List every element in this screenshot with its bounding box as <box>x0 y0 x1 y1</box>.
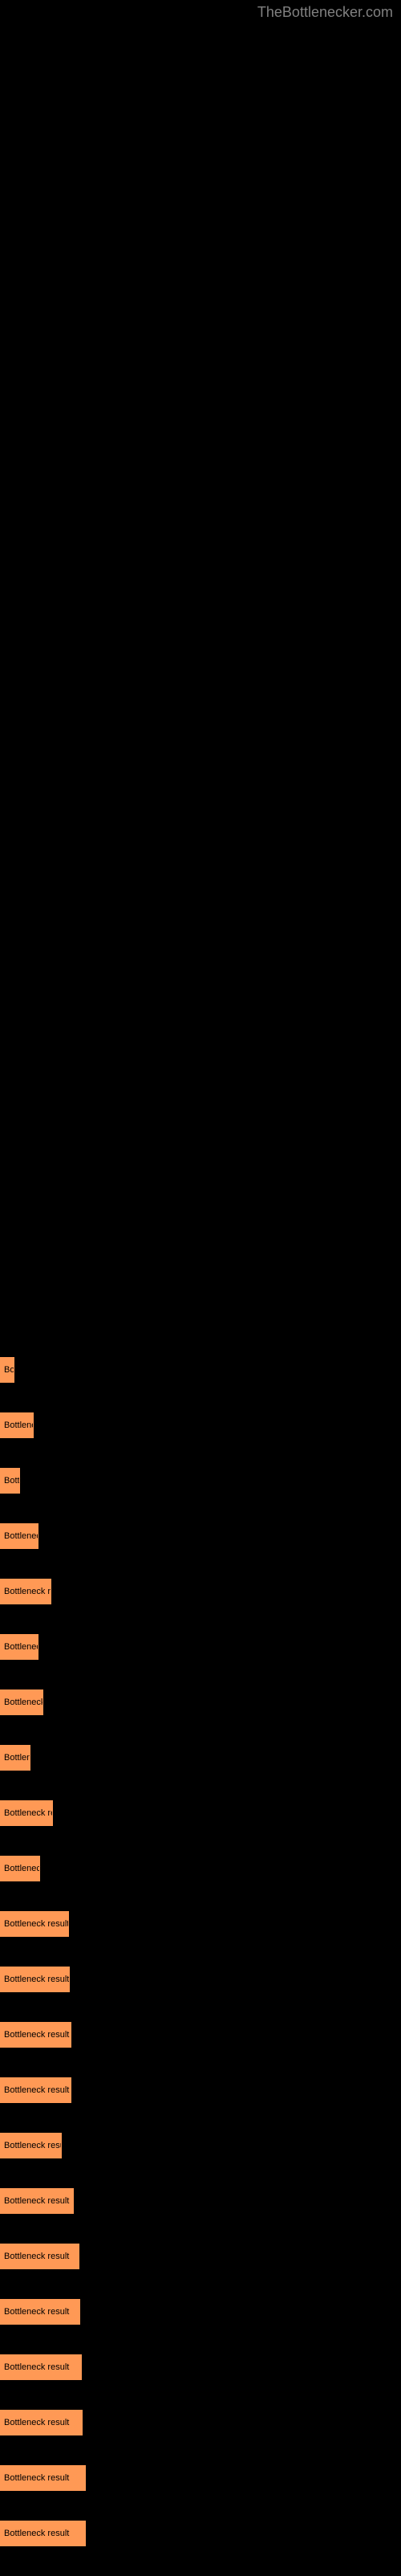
bar: Bottleneck result <box>0 2410 83 2435</box>
bar: Bottleneck result <box>0 2299 80 2325</box>
watermark-text: TheBottlenecker.com <box>257 4 393 21</box>
bar-row: Bottleneck resu <box>0 2133 401 2158</box>
bar-row: Bottleneck re <box>0 1800 401 1826</box>
bar: Bottlene <box>0 1412 34 1438</box>
bar-chart: Bo Bottlene Bott Bottlened Bottleneck re Bott… <box>0 0 401 2546</box>
bar: Bottleneck <box>0 1689 43 1715</box>
bar-row: Bottleneck result <box>0 2410 401 2435</box>
bar: Bottleneck resu <box>0 2133 62 2158</box>
bar: Bottleneck result <box>0 2188 74 2214</box>
bar-row: Bottleneck re <box>0 1579 401 1604</box>
bar-row: Bottleneck result <box>0 2244 401 2269</box>
bar: Bo <box>0 1357 14 1383</box>
bar: Bottleneck result <box>0 2521 86 2546</box>
bar-row: Bottleneck result <box>0 2188 401 2214</box>
bar-row: Bottleneck result <box>0 2077 401 2103</box>
bar-row: Bottlened <box>0 1634 401 1660</box>
bar: Bottleneck result <box>0 2244 79 2269</box>
bar-row: Bottleneck result <box>0 2022 401 2048</box>
bar: Bottleneck result <box>0 1911 69 1937</box>
bar-row: Bottleneck result <box>0 2354 401 2380</box>
bar-row: Bottleneck <box>0 1689 401 1715</box>
bar: Bottleneck re <box>0 1800 53 1826</box>
bar: Bottleneck result <box>0 2077 71 2103</box>
bar-row: Bottleneck result <box>0 1911 401 1937</box>
bar-row: Bottleneck result <box>0 1967 401 1992</box>
bar: Bottleneck result <box>0 2022 71 2048</box>
bar-row: Bott <box>0 1468 401 1494</box>
bar-row: Bottlen <box>0 1745 401 1771</box>
bar: Bottlened <box>0 1634 38 1660</box>
bar: Bottleneck re <box>0 1579 51 1604</box>
bar: Bottleneck result <box>0 2354 82 2380</box>
bar-row: Bottleneck result <box>0 2465 401 2491</box>
bar: Bottlen <box>0 1745 30 1771</box>
bar-row: Bo <box>0 1357 401 1383</box>
bar: Bottlenec <box>0 1856 40 1881</box>
bar-row: Bottlenec <box>0 1856 401 1881</box>
bar-row: Bottlene <box>0 1412 401 1438</box>
bar-row: Bottleneck result <box>0 2299 401 2325</box>
bar: Bottleneck result <box>0 1967 70 1992</box>
bar: Bottlened <box>0 1523 38 1549</box>
bar: Bottleneck result <box>0 2465 86 2491</box>
bar-row: Bottlened <box>0 1523 401 1549</box>
bar-row: Bottleneck result <box>0 2521 401 2546</box>
bar: Bott <box>0 1468 20 1494</box>
